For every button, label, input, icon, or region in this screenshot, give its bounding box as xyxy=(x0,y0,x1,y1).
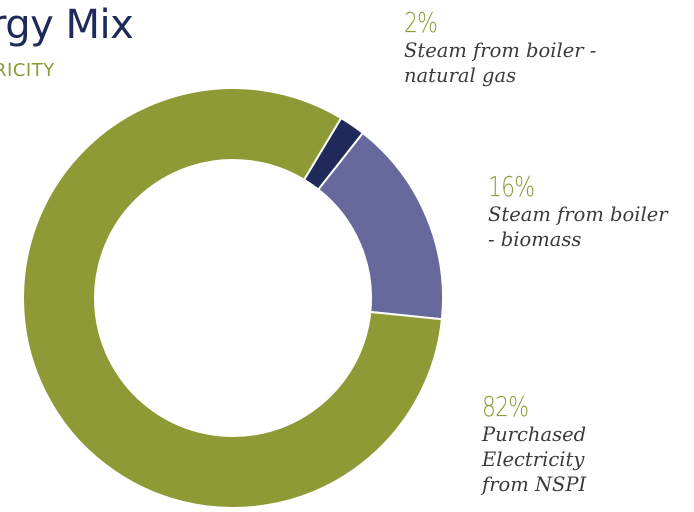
annotation-biomass: 16% Steam from boiler - biomass xyxy=(488,172,668,252)
chart-title: rgy Mix xyxy=(0,2,134,48)
annotation-natural-gas: 2% Steam from boiler - natural gas xyxy=(404,8,596,88)
slice-label-biomass: Steam from boiler - biomass xyxy=(488,203,668,251)
pct-label-natural-gas: 2% xyxy=(404,6,438,39)
pct-label-purchased-electricity: 82% xyxy=(482,390,529,423)
slice-label-natural-gas: Steam from boiler - natural gas xyxy=(404,39,597,87)
slice-purchased-electricity xyxy=(22,87,444,509)
pct-label-biomass: 16% xyxy=(488,170,535,203)
annotation-purchased-electricity: 82% Purchased Electricity from NSPI xyxy=(482,392,586,497)
chart-subtitle: RICITY xyxy=(0,60,55,81)
slice-label-purchased-electricity: Purchased Electricity from NSPI xyxy=(482,423,587,496)
